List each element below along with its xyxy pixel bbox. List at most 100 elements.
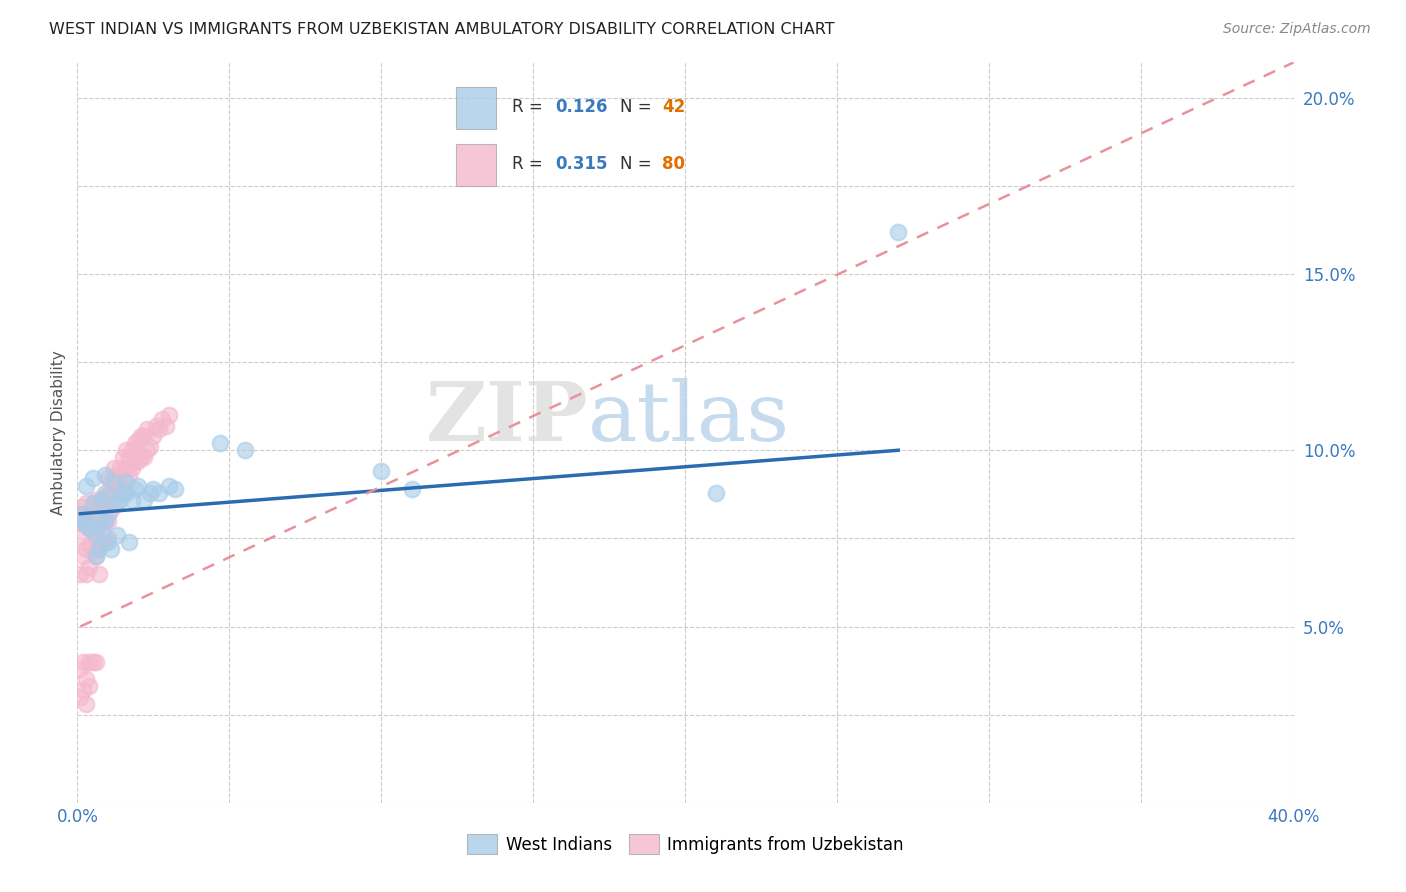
- Point: [79, 655, 101, 669]
- Point: [118, 467, 141, 482]
- Point: [127, 478, 149, 492]
- Point: [155, 418, 177, 433]
- Point: [115, 443, 138, 458]
- Point: [84, 528, 107, 542]
- Point: [72, 549, 94, 563]
- Point: [121, 492, 143, 507]
- Point: [97, 507, 120, 521]
- Point: [72, 517, 94, 532]
- Point: [127, 433, 149, 447]
- Point: [97, 471, 120, 485]
- Point: [90, 524, 112, 539]
- Point: [72, 655, 94, 669]
- Point: [145, 418, 167, 433]
- Point: [108, 461, 131, 475]
- Point: [82, 496, 104, 510]
- Point: [97, 492, 120, 507]
- Point: [69, 532, 91, 546]
- Point: [139, 440, 162, 454]
- Point: [75, 478, 97, 492]
- Point: [93, 467, 115, 482]
- Text: Source: ZipAtlas.com: Source: ZipAtlas.com: [1223, 22, 1371, 37]
- Point: [103, 475, 125, 489]
- Point: [111, 485, 134, 500]
- Point: [75, 566, 97, 581]
- Point: [370, 464, 392, 478]
- Point: [69, 514, 91, 528]
- Point: [72, 500, 94, 514]
- Point: [163, 482, 186, 496]
- Text: WEST INDIAN VS IMMIGRANTS FROM UZBEKISTAN AMBULATORY DISABILITY CORRELATION CHAR: WEST INDIAN VS IMMIGRANTS FROM UZBEKISTA…: [49, 22, 835, 37]
- Point: [82, 471, 104, 485]
- Point: [84, 655, 107, 669]
- Point: [84, 549, 107, 563]
- Point: [79, 521, 101, 535]
- Point: [97, 514, 120, 528]
- Point: [142, 482, 165, 496]
- Point: [103, 478, 125, 492]
- Point: [233, 443, 256, 458]
- Point: [148, 485, 170, 500]
- Text: atlas: atlas: [588, 378, 790, 458]
- Point: [148, 422, 170, 436]
- Point: [704, 485, 727, 500]
- Point: [84, 532, 107, 546]
- Point: [127, 454, 149, 468]
- Point: [134, 429, 156, 443]
- Point: [209, 436, 232, 450]
- Point: [87, 517, 110, 532]
- Point: [79, 538, 101, 552]
- Point: [124, 436, 146, 450]
- Point: [105, 496, 128, 510]
- Legend: West Indians, Immigrants from Uzbekistan: West Indians, Immigrants from Uzbekistan: [461, 828, 910, 861]
- Point: [129, 450, 152, 465]
- Point: [118, 535, 141, 549]
- Point: [90, 492, 112, 507]
- Point: [105, 485, 128, 500]
- Point: [157, 408, 180, 422]
- Point: [84, 492, 107, 507]
- Point: [100, 475, 122, 489]
- Point: [121, 443, 143, 458]
- Y-axis label: Ambulatory Disability: Ambulatory Disability: [51, 351, 66, 515]
- Point: [136, 422, 159, 436]
- Point: [75, 517, 97, 532]
- Point: [115, 485, 138, 500]
- Point: [87, 538, 110, 552]
- Point: [90, 492, 112, 507]
- Point: [93, 535, 115, 549]
- Point: [75, 496, 97, 510]
- Point: [82, 503, 104, 517]
- Point: [82, 524, 104, 539]
- Point: [93, 485, 115, 500]
- Point: [103, 496, 125, 510]
- Point: [84, 549, 107, 563]
- Point: [105, 528, 128, 542]
- Point: [75, 697, 97, 711]
- Point: [82, 655, 104, 669]
- Point: [72, 507, 94, 521]
- Point: [100, 503, 122, 517]
- Point: [87, 500, 110, 514]
- Point: [115, 461, 138, 475]
- Point: [115, 475, 138, 489]
- Point: [105, 467, 128, 482]
- Point: [79, 521, 101, 535]
- Point: [87, 514, 110, 528]
- Point: [121, 461, 143, 475]
- Point: [87, 541, 110, 556]
- Point: [103, 461, 125, 475]
- Point: [75, 517, 97, 532]
- Point: [118, 450, 141, 465]
- Point: [142, 429, 165, 443]
- Point: [134, 450, 156, 465]
- Point: [72, 683, 94, 698]
- Point: [82, 545, 104, 559]
- Point: [97, 489, 120, 503]
- Point: [97, 535, 120, 549]
- Point: [79, 559, 101, 574]
- Point: [124, 482, 146, 496]
- Point: [124, 454, 146, 468]
- Point: [100, 485, 122, 500]
- Point: [90, 514, 112, 528]
